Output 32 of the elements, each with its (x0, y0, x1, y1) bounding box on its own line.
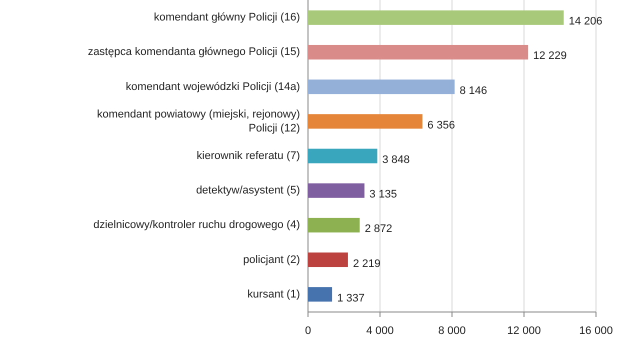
data-label: 3 848 (382, 154, 410, 166)
y-tick-label: policjant (2) (243, 254, 300, 266)
data-label: 2 872 (364, 223, 392, 236)
data-label: 8 146 (460, 84, 488, 97)
bar (308, 10, 564, 25)
x-tick-label: 8 000 (438, 325, 466, 337)
data-label: 3 135 (369, 188, 397, 201)
bar (308, 287, 332, 302)
x-tick-label: 16 000 (579, 325, 613, 337)
y-tick-label: zastępca komendanta głównego Policji (15) (88, 46, 300, 58)
data-label: 2 219 (352, 258, 380, 270)
bar (308, 183, 364, 198)
x-tick-label: 4 000 (366, 325, 394, 337)
y-tick-label: detektyw/asystent (5) (196, 184, 300, 197)
bar (308, 80, 455, 94)
y-tick-label: komendant wojewódzki Policji (14a) (126, 80, 300, 93)
bar (308, 218, 360, 232)
y-tick-label: kierownik referatu (7) (196, 150, 300, 162)
y-tick-label: komendant główny Policji (16) (154, 12, 300, 24)
data-label: 12 229 (533, 50, 567, 62)
data-label: 14 206 (568, 16, 602, 28)
data-label: 6 356 (427, 119, 455, 132)
bar (308, 44, 528, 60)
y-tick-label: kursant (1) (247, 288, 300, 300)
y-tick-label: komendant powiatowy (miejski, rejonowy) Policji (12) (97, 108, 300, 134)
bar (308, 148, 378, 164)
x-tick-label: 0 (304, 325, 312, 337)
bar (308, 114, 422, 129)
data-label: 1 337 (337, 292, 365, 304)
bar (308, 252, 348, 268)
x-tick-label: 12 000 (507, 325, 541, 337)
y-tick-label: dzielnicowy/kontroler ruchu drogowego (4) (93, 219, 300, 232)
